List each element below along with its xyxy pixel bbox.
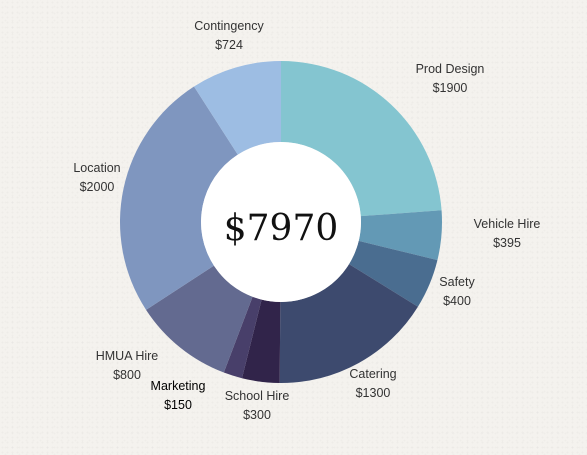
slice-school-hire [241,299,281,383]
slice-value-label: $1900 [433,81,468,95]
slice-value-label: $300 [243,408,271,422]
slice-label: HMUA Hire [96,349,159,363]
slice-value-label: $150 [164,398,192,412]
slice-label: School Hire [225,389,290,403]
slice-value-label: $1300 [356,386,391,400]
slices-group [120,61,442,383]
slice-label: Marketing [151,379,206,393]
slice-hmua-hire [146,265,253,373]
slice-safety [349,240,438,307]
slice-prod-design [281,61,442,217]
donut-hole [201,142,361,302]
slice-label: Location [73,161,120,175]
slice-value-label: $395 [493,236,521,250]
labels-group: Prod Design $1900 Vehicle Hire $395 Safety $4… [73,19,540,422]
slice-location [120,86,238,310]
total-value: $7970 [224,208,339,249]
slice-contingency [194,61,281,155]
slice-vehicle-hire [358,210,442,261]
slice-label: Safety [439,275,475,289]
slice-label: Vehicle Hire [474,217,541,231]
slice-label: Contingency [194,19,264,33]
slice-value-label: $2000 [80,180,115,194]
slice-marketing [223,296,262,379]
slice-label: Prod Design [416,62,485,76]
slice-value-label: $724 [215,38,243,52]
slice-catering [279,264,418,383]
slice-value-label: $800 [113,368,141,382]
slice-label: Catering [349,367,396,381]
slice-value-label: $400 [443,294,471,308]
